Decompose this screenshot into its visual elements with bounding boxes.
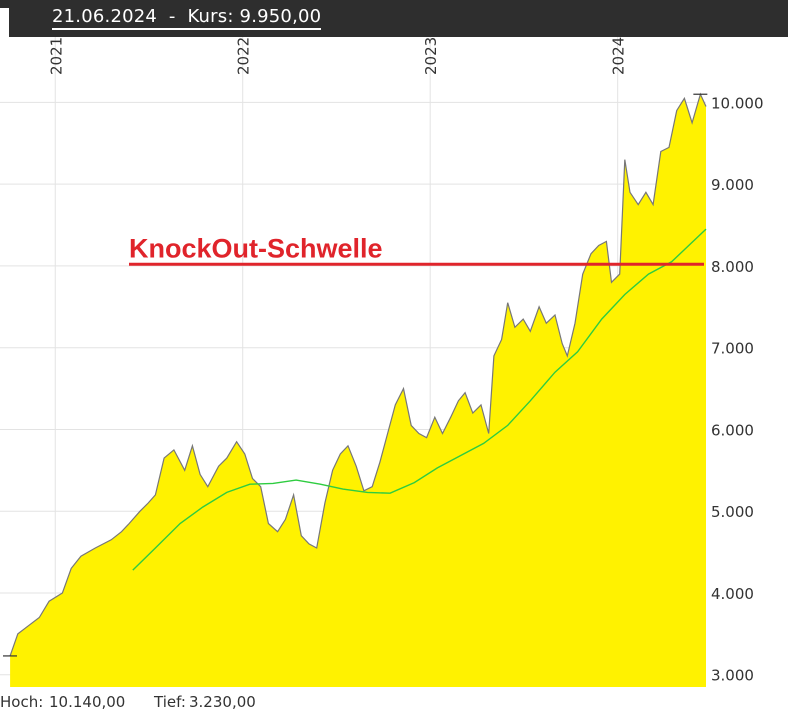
chart-header: 21.06.2024 - Kurs: 9.950,00 [0,0,788,37]
chart-footer: Hoch: 10.140,00 Tief: 3.230,00 [0,693,788,713]
knockout-threshold-label: KnockOut-Schwelle [129,233,383,263]
x-axis-ticks: 2021 2022 2023 2024 [47,37,627,75]
header-price-label: Kurs: [187,6,234,27]
y-tick-label: 9.000 [711,176,754,194]
x-tick-label: 2022 [235,37,253,75]
price-line [9,92,707,657]
high-value: 10.140,00 [49,693,126,711]
y-tick-label: 8.000 [711,258,754,276]
low-label: Tief: [154,693,186,711]
y-tick-label: 3.000 [711,667,754,685]
y-tick-label: 7.000 [711,340,754,358]
x-tick-label: 2023 [422,37,440,75]
price-area [10,94,707,687]
y-tick-label: 4.000 [711,585,754,603]
header-separator: - [168,6,176,27]
header-tab-edge [0,8,9,37]
x-tick-label: 2021 [47,37,65,75]
low-value: 3.230,00 [189,693,256,711]
moving-average-line [132,228,707,571]
header-price: 9.950,00 [239,6,322,27]
y-tick-label: 5.000 [711,503,754,521]
y-axis-ticks: 3.000 4.000 5.000 6.000 7.000 8.000 9.000 10.00… [711,94,764,684]
y-tick-label: 10.000 [711,94,764,112]
high-label: Hoch: [0,693,44,711]
y-tick-label: 6.000 [711,421,754,439]
x-tick-label: 2024 [610,37,628,75]
header-date: 21.06.2024 [52,6,158,27]
price-chart[interactable]: KnockOut-Schwelle 2021 2022 2023 2024 3.000… [0,37,788,690]
header-quote[interactable]: 21.06.2024 - Kurs: 9.950,00 [52,6,322,30]
